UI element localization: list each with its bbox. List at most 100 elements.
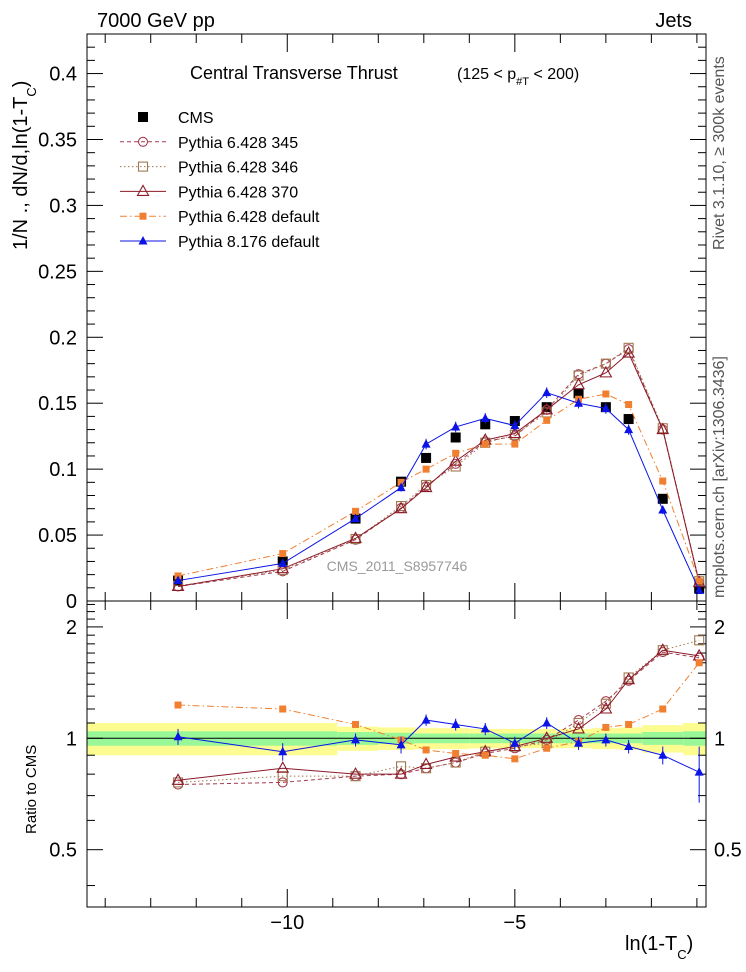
data-point bbox=[397, 478, 405, 486]
ratio-point bbox=[510, 738, 520, 747]
ratio-point bbox=[574, 738, 584, 747]
ratio-point bbox=[396, 761, 407, 772]
data-point bbox=[656, 422, 670, 435]
ratio-point bbox=[602, 723, 610, 731]
data-point bbox=[695, 577, 703, 585]
ratio-point bbox=[540, 731, 554, 743]
ratio-point bbox=[394, 767, 408, 779]
data-point bbox=[600, 358, 611, 369]
data-point bbox=[171, 579, 185, 592]
ratio-point bbox=[601, 734, 611, 744]
legend-label: Pythia 6.428 345 bbox=[178, 135, 298, 152]
ratio-point bbox=[279, 705, 287, 713]
ratio-line bbox=[177, 649, 700, 781]
ratio-point bbox=[624, 741, 634, 751]
ratio-point bbox=[481, 751, 489, 759]
chart-subtitle: (125 < p#T < 200) bbox=[457, 66, 579, 88]
header-left-label: 7000 GeV pp bbox=[97, 10, 215, 32]
data-point bbox=[542, 387, 552, 397]
data-point bbox=[278, 558, 288, 567]
data-point bbox=[599, 365, 613, 378]
data-point bbox=[480, 419, 491, 430]
ratio-plot-frame bbox=[86, 600, 707, 908]
ratio-point bbox=[352, 720, 360, 728]
data-point bbox=[451, 421, 461, 431]
y-tick-label: 0.25 bbox=[38, 261, 77, 283]
ratio-line bbox=[177, 719, 700, 773]
data-point bbox=[541, 402, 552, 413]
ratio-point bbox=[658, 750, 668, 759]
y-tick-label: 0.35 bbox=[38, 129, 77, 151]
data-point bbox=[601, 403, 611, 412]
data-point bbox=[421, 439, 431, 448]
ratio-series-pythia-6-428-345 bbox=[172, 647, 705, 790]
chart-title: Central Transverse Thrust bbox=[190, 63, 398, 83]
ratio-point bbox=[622, 672, 636, 685]
legend-entry: Pythia 8.176 default bbox=[120, 234, 320, 251]
ratio-point bbox=[542, 717, 552, 727]
series-line bbox=[177, 392, 700, 591]
data-point bbox=[396, 482, 406, 492]
ratio-point bbox=[573, 717, 584, 729]
data-point bbox=[657, 493, 668, 504]
ratio-point bbox=[572, 721, 585, 734]
ratio-point bbox=[451, 719, 461, 728]
series-pythia-6-428-default bbox=[174, 390, 703, 585]
legend-marker bbox=[136, 184, 150, 196]
ratio-point bbox=[351, 734, 361, 744]
ratio-point bbox=[174, 701, 182, 709]
main-series bbox=[171, 342, 706, 594]
data-point bbox=[625, 401, 633, 409]
series-pythia-8-176-default bbox=[173, 387, 704, 594]
legend-label: Pythia 6.428 346 bbox=[178, 160, 298, 177]
data-point bbox=[480, 413, 490, 422]
legend-marker bbox=[138, 236, 148, 245]
ratio-panel: 0.5 0.5 1 1 2 2 bbox=[49, 600, 742, 908]
data-point bbox=[659, 477, 667, 485]
ratio-tick-label: 0.5 bbox=[49, 840, 77, 862]
data-point bbox=[510, 420, 520, 430]
series-line bbox=[177, 348, 700, 587]
series-pythia-6-428-346 bbox=[172, 342, 705, 591]
data-point bbox=[572, 377, 585, 390]
ratio-series bbox=[171, 635, 706, 803]
ratio-point bbox=[695, 659, 703, 667]
legend-label: Pythia 6.428 370 bbox=[178, 184, 298, 201]
ratio-point bbox=[419, 757, 433, 769]
ratio-point bbox=[173, 731, 183, 741]
header-right-label: Jets bbox=[655, 10, 692, 32]
legend-entry: Pythia 6.428 default bbox=[120, 209, 320, 226]
data-point bbox=[452, 449, 460, 457]
ratio-point bbox=[656, 643, 670, 655]
data-point bbox=[449, 454, 463, 466]
legend-label: Pythia 6.428 default bbox=[178, 209, 320, 226]
ratio-tick-label-right: 2 bbox=[714, 617, 725, 639]
rivet-label: Rivet 3.1.10, ≥ 300k events bbox=[711, 56, 728, 250]
ratio-point bbox=[694, 635, 705, 646]
legend-label: CMS bbox=[178, 110, 214, 127]
y-tick-label: 0.4 bbox=[49, 64, 77, 86]
ratio-point bbox=[171, 773, 185, 785]
data-point bbox=[658, 505, 668, 514]
ratio-point bbox=[278, 746, 288, 756]
data-point bbox=[350, 533, 361, 545]
data-point bbox=[511, 440, 519, 448]
ratio-tick-label: 1 bbox=[66, 728, 77, 750]
series-pythia-6-428-370 bbox=[171, 345, 706, 592]
y-tick-label: 0 bbox=[66, 591, 77, 613]
series-line bbox=[177, 352, 700, 587]
data-point bbox=[543, 416, 551, 424]
ratio-point bbox=[599, 701, 613, 714]
series-line bbox=[177, 393, 700, 582]
ratio-series-pythia-6-428-346 bbox=[172, 635, 705, 788]
ratio-tick-label: 2 bbox=[66, 617, 77, 639]
legend-marker bbox=[138, 112, 148, 122]
ratio-point bbox=[396, 739, 406, 749]
ratio-series-pythia-8-176-default bbox=[173, 714, 704, 803]
legend-label: Pythia 8.176 default bbox=[178, 234, 320, 251]
ratio-series-pythia-6-428-370 bbox=[171, 643, 706, 785]
data-point bbox=[573, 388, 584, 399]
data-point bbox=[276, 561, 290, 574]
legend-entry: CMS bbox=[138, 110, 214, 127]
data-point bbox=[508, 426, 522, 439]
